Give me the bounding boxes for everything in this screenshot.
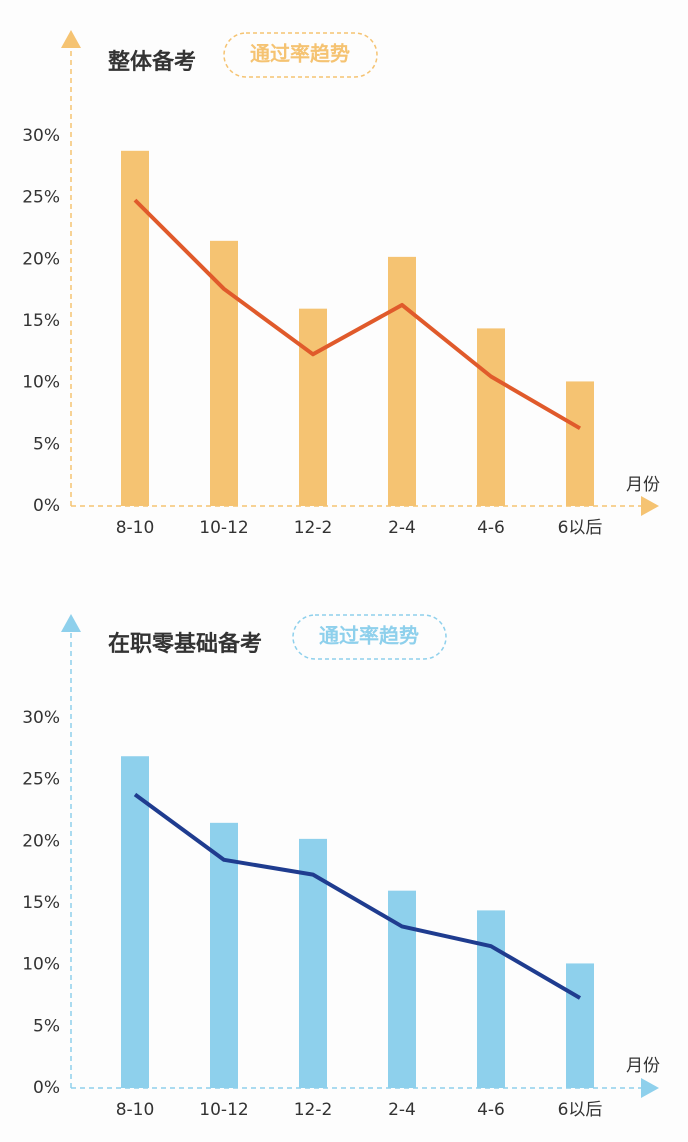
x-tick-label: 2-4 <box>388 1100 416 1120</box>
x-axis-unit-label: 月份 <box>626 475 660 495</box>
subtitle-badge <box>292 614 447 660</box>
y-axis-arrow-icon <box>61 30 81 48</box>
y-tick-label: 10% <box>22 955 60 975</box>
x-tick-label: 12-2 <box>294 518 333 538</box>
y-tick-label: 25% <box>22 770 60 790</box>
y-tick-label: 20% <box>22 831 60 851</box>
chart-title: 整体备考 <box>108 49 196 75</box>
x-tick-label: 2-4 <box>388 518 416 538</box>
y-tick-label: 20% <box>22 249 60 269</box>
x-tick-label: 12-2 <box>294 1100 333 1120</box>
x-tick-label: 4-6 <box>477 518 505 538</box>
y-tick-label: 25% <box>22 188 60 208</box>
y-tick-label: 10% <box>22 373 60 393</box>
subtitle-badge <box>223 32 378 78</box>
x-axis-arrow-icon <box>641 1078 659 1098</box>
bar-6以后 <box>566 381 594 506</box>
trend-line <box>133 198 582 431</box>
y-tick-label: 30% <box>22 126 60 146</box>
chart-title: 在职零基础备考 <box>108 631 262 657</box>
y-tick-label: 30% <box>22 708 60 728</box>
chart-subtitle: 通过率趋势 <box>319 624 419 648</box>
y-tick-label: 15% <box>22 893 60 913</box>
bar-10-12 <box>210 822 238 1088</box>
trend-line <box>133 792 582 1000</box>
y-tick-label: 5% <box>33 434 60 454</box>
y-tick-label: 5% <box>33 1016 60 1036</box>
x-tick-label: 10-12 <box>199 518 248 538</box>
bar-6以后 <box>566 963 594 1088</box>
x-tick-label: 10-12 <box>199 1100 248 1120</box>
x-tick-label: 4-6 <box>477 1100 505 1120</box>
y-tick-label: 0% <box>33 1078 60 1098</box>
bar-8-10 <box>121 756 149 1088</box>
x-tick-label: 8-10 <box>116 1100 155 1120</box>
bar-2-4 <box>388 256 416 506</box>
bar-4-6 <box>477 328 505 506</box>
chart-panel-2: 在职零基础备考 通过率趋势 0% 5% 10% 15% 20% 25% 30% 月份 8-10 10-… <box>22 614 660 1120</box>
x-tick-label: 8-10 <box>116 518 155 538</box>
bar-4-6 <box>477 910 505 1088</box>
y-axis-arrow-icon <box>61 614 81 632</box>
chart-panel-1: 整体备考 通过率趋势 0% 5% 10% 15% 20% 25% 30% 月份 8-10 10-12 1… <box>22 30 660 538</box>
x-tick-label: 6以后 <box>558 1100 603 1120</box>
bar-12-2 <box>299 308 327 506</box>
bar-8-10 <box>121 150 149 507</box>
x-tick-label: 6以后 <box>558 518 603 538</box>
y-tick-label: 15% <box>22 311 60 331</box>
chart-subtitle: 通过率趋势 <box>250 42 350 66</box>
bar-10-12 <box>210 240 238 507</box>
y-tick-label: 0% <box>33 496 60 516</box>
bar-2-4 <box>388 890 416 1088</box>
x-axis-unit-label: 月份 <box>626 1056 660 1076</box>
x-axis-arrow-icon <box>641 496 659 516</box>
